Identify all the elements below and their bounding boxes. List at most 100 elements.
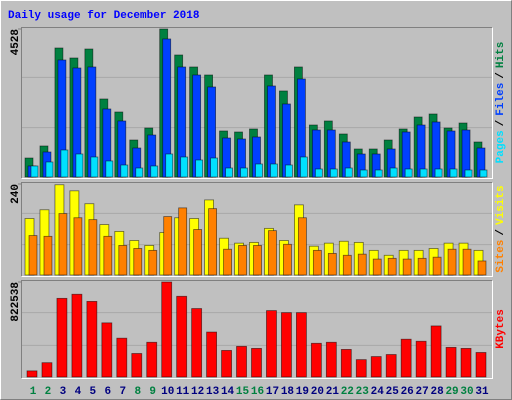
- bar: [116, 337, 128, 378]
- bar: [26, 370, 38, 378]
- bar: [193, 229, 203, 276]
- x-tick-label: 31: [475, 386, 489, 398]
- x-tick-label: 27: [416, 386, 429, 398]
- legend-entry: Files: [495, 83, 507, 116]
- legend-entry: Visits: [495, 185, 507, 225]
- bar: [161, 281, 173, 378]
- bar: [73, 217, 83, 276]
- bar: [240, 167, 248, 178]
- bar: [206, 331, 218, 378]
- bar: [372, 258, 382, 276]
- bar: [165, 153, 174, 178]
- bar: [86, 301, 98, 378]
- x-tick-label: 15: [236, 386, 250, 398]
- bar: [56, 297, 68, 378]
- x-tick-label: 25: [386, 386, 400, 398]
- bar: [148, 249, 158, 276]
- bar: [357, 253, 367, 276]
- bar: [295, 312, 307, 378]
- bar: [327, 252, 337, 276]
- bar: [75, 153, 84, 178]
- bar: [236, 345, 247, 378]
- bar: [340, 349, 352, 378]
- x-tick-label: 21: [326, 386, 340, 398]
- bar: [118, 245, 128, 276]
- bar: [475, 352, 487, 378]
- x-tick-label: 17: [266, 386, 279, 398]
- bar: [253, 245, 262, 276]
- bar: [299, 156, 308, 178]
- bar: [135, 167, 144, 178]
- bar: [60, 149, 69, 178]
- bar: [385, 354, 397, 378]
- bar: [251, 347, 262, 378]
- bar: [342, 254, 352, 276]
- x-tick-label: 9: [149, 386, 156, 398]
- x-tick-label: 19: [296, 386, 309, 398]
- bar: [191, 308, 203, 378]
- bar: [30, 165, 39, 178]
- bar: [419, 168, 428, 178]
- bar: [402, 258, 412, 276]
- bar: [223, 248, 232, 276]
- x-tick-label: 3: [60, 386, 67, 398]
- bar: [285, 164, 293, 178]
- bar: [58, 213, 68, 276]
- x-tick-label: 11: [176, 386, 190, 398]
- x-tick-label: 6: [105, 386, 112, 398]
- bar: [176, 295, 188, 378]
- legend-entry: Pages: [495, 130, 507, 163]
- x-tick-label: 16: [251, 386, 264, 398]
- bar: [314, 168, 323, 178]
- x-tick-label: 22: [341, 386, 354, 398]
- bar: [120, 164, 129, 178]
- x-tick-label: 12: [191, 386, 204, 398]
- bar: [430, 325, 442, 378]
- x-tick-label: 1: [30, 386, 37, 398]
- panel-border-light: [21, 27, 493, 179]
- x-tick-label: 30: [460, 386, 473, 398]
- bar: [389, 167, 398, 178]
- x-tick-label: 10: [161, 386, 174, 398]
- bar: [71, 293, 83, 378]
- legend-entry: KBytes: [495, 309, 507, 349]
- x-tick-label: 2: [45, 386, 52, 398]
- bar: [400, 338, 412, 378]
- legend: Pages / Files / Hits: [495, 42, 507, 164]
- bar: [146, 341, 158, 378]
- bar: [266, 310, 277, 378]
- bar: [267, 85, 276, 178]
- bar: [445, 346, 457, 378]
- bar: [238, 245, 247, 276]
- x-tick-label: 18: [281, 386, 295, 398]
- bar: [178, 207, 188, 276]
- x-tick-label: 26: [401, 386, 414, 398]
- bar: [281, 312, 292, 378]
- x-tick-label: 8: [134, 386, 141, 398]
- bar: [344, 167, 353, 178]
- x-tick-label: 5: [90, 386, 97, 398]
- legend-separator: /: [495, 119, 507, 126]
- bar: [268, 230, 277, 276]
- bar: [464, 169, 473, 178]
- bar: [404, 168, 413, 178]
- legend-entry: Sites: [495, 240, 507, 273]
- bar: [312, 249, 322, 276]
- panel-border-dark: [21, 27, 493, 179]
- panel-border-dark: [21, 182, 493, 277]
- bar: [28, 235, 38, 276]
- bar: [208, 208, 218, 276]
- x-tick-label: 28: [430, 386, 444, 398]
- legend-entry: Hits: [495, 42, 507, 68]
- bar: [45, 161, 54, 178]
- bar: [432, 256, 442, 276]
- legend-separator: /: [495, 229, 507, 236]
- bar: [105, 160, 114, 178]
- bar: [460, 347, 472, 378]
- bar: [270, 163, 278, 178]
- bar: [221, 350, 232, 378]
- x-tick-label: 13: [206, 386, 220, 398]
